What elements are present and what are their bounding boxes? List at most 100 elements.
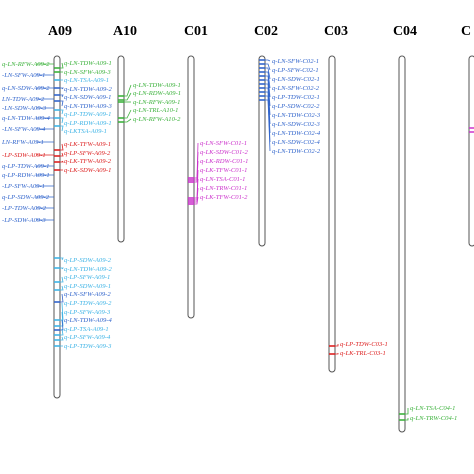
qtl-label: q-LN-SDW-C02-1 [272, 76, 320, 83]
qtl-connector [60, 143, 64, 151]
chromosome-c04: C04 q-LN-TSA-C04-1 q-LN-TRW-C04-1 [393, 24, 457, 433]
qtl-connector [60, 257, 64, 261]
qtl-label: q-LK-TFW-C01-1 [200, 167, 247, 174]
qtl-label: q-LP-SFW-C02-1 [272, 67, 319, 74]
qtl-connector [405, 418, 409, 421]
chromosome-c02: C02 q-LN-SFW-C02-1 q-LP-SFW-C02-1 q-LN-SDW-… [254, 24, 321, 247]
clipped-qtl-label: -LN-SFW-A09-1 [2, 72, 45, 79]
qtl-label: q-LN-TDW-A09-1 [64, 60, 112, 67]
qtl-label: q-LN-SDW-C02-3 [272, 121, 320, 128]
qtl-label: q-LP-SDW-A09-1 [64, 283, 111, 290]
qtl-label: q-LK-SDW-C01-2 [200, 149, 248, 156]
qtl-label: q-LN-TDW-A09-3 [64, 103, 112, 110]
chromosome-group: A09q-LN-TDW-A09-1q-LN-SFW-A09-3q-LN-TSA-… [48, 24, 474, 433]
qtl-label: q-LK-TRL-C03-1 [340, 350, 386, 357]
clipped-qtl-label: -LN-SDW-A09-3 [2, 105, 47, 112]
qtl-connector [60, 62, 64, 69]
qtl-label: q-LN-TDW-A09-2 [64, 266, 112, 273]
qtl-label: q-LP-SFW-A09-4 [64, 334, 111, 341]
qtl-connector [335, 344, 339, 347]
qtl-connector [60, 319, 64, 331]
qtl-label: q-LK-TFW-C01-2 [200, 194, 248, 201]
qtl-connector [60, 100, 64, 107]
clipped-qtl-label: q-LN-TDW-A09-4 [2, 115, 50, 122]
chromosome-bar-a10 [117, 55, 125, 243]
left-clipped-label-group: q-LN-RFW-A09-2 -LN-SFW-A09-1 q-LN-SDW-A09-… [1, 61, 54, 224]
qtl-label: q-LP-TDW-A09-3 [64, 343, 112, 350]
clipped-qtl-label: LN-TDW-A09-2 [1, 96, 45, 103]
qtl-label: q-LP-SFW-A09-2 [64, 150, 111, 157]
chromosome-c05: C [461, 24, 474, 247]
qtl-connector [60, 293, 64, 303]
qtl-label: q-LP-TSA-A09-1 [64, 326, 109, 333]
chromosome-a10: A10 q-LN-TDW-A09-1q-LN-RDW-A09-1 q-LN-RFW-… [113, 24, 181, 243]
qtl-label: q-LN-TRW-C01-1 [200, 185, 247, 192]
chromosome-bar-c03 [328, 55, 336, 373]
chromosome-bar-c02 [258, 55, 266, 247]
qtl-connector [335, 353, 339, 355]
qtl-label: q-LN-TDW-A09-1 [133, 82, 181, 89]
qtl-connector [194, 196, 199, 205]
qtl-label: q-LN-SFW-C02-2 [272, 85, 320, 92]
qtl-label: q-LN-SDW-C02-4 [272, 139, 320, 146]
clipped-qtl-label: -LP-TDW-A09-2 [2, 205, 47, 212]
qtl-connector [405, 408, 409, 415]
qtl-label: q-LN-TDW-C02-3 [272, 112, 321, 119]
qtl-connector [60, 109, 64, 115]
chromosome-a09: A09 q-LN-TDW-A09-1 q-LN-SFW-A09-3q-LN-TSA-… [48, 24, 112, 399]
qtl-connector [265, 83, 271, 116]
chromosome-bar-a09 [53, 55, 61, 399]
qtl-label: q-LN-TDW-C02-4 [272, 130, 321, 137]
chromosome-label-a09: A09 [48, 24, 72, 39]
qtl-connector [60, 267, 64, 270]
chromosome-c01: C01 q-LN-SFW-C01-1 q-LK-SDW-C01-2 q-LK-RDW-… [184, 24, 248, 319]
chromosome-c03: C03 q-LP-TDW-C03-1 q-LK-TRL-C03-1 [324, 24, 388, 373]
clipped-qtl-label: LN-RFW-A09-1 [1, 139, 44, 146]
qtl-label: q-LN-TRW-C04-1 [410, 415, 457, 422]
qtl-label: q-LN-RDW-A09-1 [133, 90, 181, 97]
qtl-label: q-LN-RFW-A10-2 [133, 116, 181, 123]
qtl-connector [265, 63, 271, 71]
qtl-connector [60, 152, 64, 157]
qtl-label: q-LP-SDW-A09-2 [64, 257, 112, 264]
qtl-label: q-LN-TDW-C02-2 [272, 148, 321, 155]
qtl-connector [60, 117, 64, 124]
qtl-connector [265, 99, 271, 152]
qtl-connector [60, 302, 64, 321]
qtl-label: q-LK-RDW-C01-1 [200, 158, 248, 165]
qtl-label: q-LP-TDW-C03-1 [340, 341, 388, 348]
qtl-label: q-LN-TDW-A09-2 [64, 86, 112, 93]
qtl-connector [124, 109, 132, 119]
chromosome-bar-c01 [187, 55, 195, 319]
qtl-connector [265, 71, 271, 89]
clipped-qtl-label: q-LP-TDW-A09-1 [2, 163, 49, 170]
chromosome-label-c03: C03 [324, 24, 348, 39]
qtl-label: q-LN-TSA-A09-1 [64, 77, 109, 84]
qtl-connector [60, 160, 64, 163]
chromosome-bar-c05 [468, 55, 474, 247]
qtl-label: q-LP-TDW-C02-1 [272, 94, 320, 101]
clipped-qtl-label: q-LP-SDW-A09-2 [2, 194, 50, 201]
qtl-connector [124, 92, 132, 101]
qtl-label: q-LN-SDW-A09-1 [64, 94, 111, 101]
qtl-label: q-LN-SFW-C02-1 [272, 58, 319, 65]
qtl-connector [265, 75, 271, 98]
qtl-label: q-LKTSA-A09-1 [64, 128, 107, 135]
qtl-connector [265, 79, 271, 107]
qtl-label: q-LN-SFW-A09-2 [64, 291, 111, 298]
chromosome-label-c02: C02 [254, 24, 278, 39]
qtl-label: q-LP-TDW-A09-1 [64, 111, 111, 118]
qtl-label: q-LP-SFW-A09-1 [64, 274, 110, 281]
qtl-connector [60, 276, 64, 283]
qtl-label: q-LK-TFW-A09-1 [64, 141, 111, 148]
clipped-qtl-label: -LP-SFW-A09-1 [2, 183, 45, 190]
clipped-qtl-label: q-LN-RFW-A09-2 [2, 61, 50, 68]
qtl-connector [265, 59, 271, 62]
qtl-connector [60, 336, 64, 341]
qtl-connector [60, 125, 64, 132]
qtl-connector [60, 94, 64, 98]
qtl-label: q-LP-RDW-A09-1 [64, 120, 112, 127]
qtl-label: q-LN-SFW-C01-1 [200, 140, 247, 147]
clipped-qtl-label: -LP-SDW-A09-3 [2, 217, 46, 224]
clipped-qtl-label: -LN-SFW-A09-4 [2, 126, 46, 133]
